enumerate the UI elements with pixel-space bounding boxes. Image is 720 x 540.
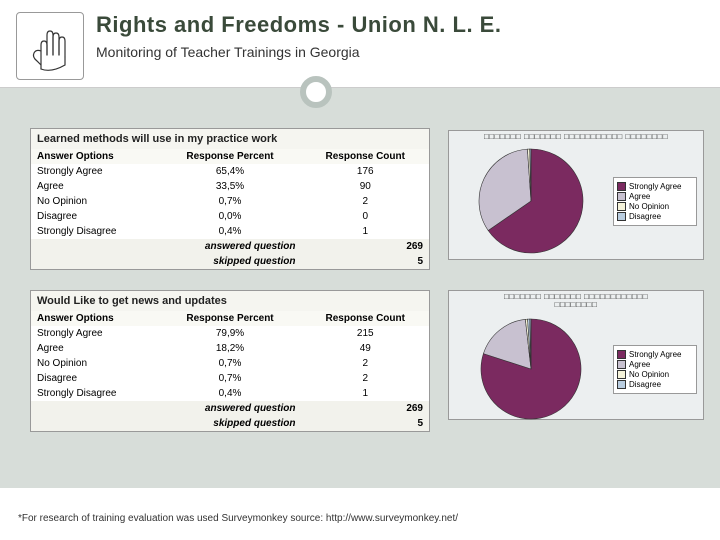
row-percent: 0,7% bbox=[159, 194, 302, 209]
row-percent: 0,7% bbox=[159, 356, 302, 371]
col-answer-options: Answer Options bbox=[31, 311, 159, 326]
legend-label: No Opinion bbox=[629, 370, 669, 379]
skipped-label: skipped question bbox=[159, 416, 302, 431]
row-count: 1 bbox=[302, 386, 430, 401]
legend-label: Strongly Agree bbox=[629, 350, 681, 359]
legend-swatch-icon bbox=[617, 202, 626, 211]
skipped-count: 5 bbox=[302, 254, 430, 269]
response-table: Answer Options Response Percent Response… bbox=[31, 311, 429, 431]
question-title: Would Like to get news and updates bbox=[31, 291, 429, 311]
answered-label: answered question bbox=[159, 239, 302, 254]
row-count: 2 bbox=[302, 356, 430, 371]
col-response-percent: Response Percent bbox=[159, 311, 302, 326]
row-percent: 79,9% bbox=[159, 326, 302, 341]
legend-item: Disagree bbox=[617, 380, 693, 389]
row-percent: 0,4% bbox=[159, 224, 302, 239]
row-label: No Opinion bbox=[31, 356, 159, 371]
row-count: 0 bbox=[302, 209, 430, 224]
page-title: Rights and Freedoms - Union N. L. E. bbox=[96, 12, 720, 38]
answered-count: 269 bbox=[302, 239, 430, 254]
row-count: 176 bbox=[302, 164, 430, 179]
row-label: Strongly Agree bbox=[31, 164, 159, 179]
legend-item: Agree bbox=[617, 360, 693, 369]
legend-label: Agree bbox=[629, 360, 650, 369]
row-percent: 65,4% bbox=[159, 164, 302, 179]
header: Rights and Freedoms - Union N. L. E. Mon… bbox=[0, 0, 720, 88]
col-response-count: Response Count bbox=[302, 311, 430, 326]
col-response-count: Response Count bbox=[302, 149, 430, 164]
legend-label: Disagree bbox=[629, 212, 661, 221]
chart-legend: Strongly AgreeAgreeNo OpinionDisagree bbox=[613, 345, 697, 394]
legend-swatch-icon bbox=[617, 380, 626, 389]
legend-label: Disagree bbox=[629, 380, 661, 389]
row-label: Strongly Disagree bbox=[31, 224, 159, 239]
legend-swatch-icon bbox=[617, 212, 626, 221]
legend-swatch-icon bbox=[617, 350, 626, 359]
legend-item: Strongly Agree bbox=[617, 182, 693, 191]
col-response-percent: Response Percent bbox=[159, 149, 302, 164]
legend-swatch-icon bbox=[617, 192, 626, 201]
legend-swatch-icon bbox=[617, 182, 626, 191]
answered-count: 269 bbox=[302, 401, 430, 416]
footnote: *For research of training evaluation was… bbox=[18, 513, 458, 524]
legend-swatch-icon bbox=[617, 370, 626, 379]
row-label: Strongly Agree bbox=[31, 326, 159, 341]
row-count: 90 bbox=[302, 179, 430, 194]
col-answer-options: Answer Options bbox=[31, 149, 159, 164]
legend-item: Agree bbox=[617, 192, 693, 201]
row-percent: 33,5% bbox=[159, 179, 302, 194]
legend-item: No Opinion bbox=[617, 202, 693, 211]
row-count: 49 bbox=[302, 341, 430, 356]
chart-legend: Strongly AgreeAgreeNo OpinionDisagree bbox=[613, 177, 697, 226]
question-panel-1: Learned methods will use in my practice … bbox=[30, 128, 430, 270]
chart-title: □□□□□□□ □□□□□□□ □□□□□□□□□□□□ □□□□□□□□ bbox=[449, 291, 703, 311]
row-percent: 0,4% bbox=[159, 386, 302, 401]
row-percent: 18,2% bbox=[159, 341, 302, 356]
legend-item: No Opinion bbox=[617, 370, 693, 379]
pie-chart-1: □□□□□□□ □□□□□□□ □□□□□□□□□□□ □□□□□□□□ Str… bbox=[448, 130, 704, 260]
answered-label: answered question bbox=[159, 401, 302, 416]
question-panel-2: Would Like to get news and updates Answe… bbox=[30, 290, 430, 432]
row-label: Strongly Disagree bbox=[31, 386, 159, 401]
page-subtitle: Monitoring of Teacher Trainings in Georg… bbox=[96, 44, 720, 60]
row-label: No Opinion bbox=[31, 194, 159, 209]
row-percent: 0,7% bbox=[159, 371, 302, 386]
legend-label: Strongly Agree bbox=[629, 182, 681, 191]
divider-ring-icon bbox=[300, 76, 332, 108]
row-label: Disagree bbox=[31, 209, 159, 224]
row-count: 2 bbox=[302, 194, 430, 209]
legend-item: Strongly Agree bbox=[617, 350, 693, 359]
row-count: 1 bbox=[302, 224, 430, 239]
row-label: Agree bbox=[31, 341, 159, 356]
pie-chart-2: □□□□□□□ □□□□□□□ □□□□□□□□□□□□ □□□□□□□□ St… bbox=[448, 290, 704, 420]
pie-icon bbox=[478, 316, 584, 422]
row-label: Agree bbox=[31, 179, 159, 194]
legend-swatch-icon bbox=[617, 360, 626, 369]
question-title: Learned methods will use in my practice … bbox=[31, 129, 429, 149]
row-label: Disagree bbox=[31, 371, 159, 386]
chart-title: □□□□□□□ □□□□□□□ □□□□□□□□□□□ □□□□□□□□ bbox=[449, 131, 703, 143]
row-percent: 0,0% bbox=[159, 209, 302, 224]
row-count: 215 bbox=[302, 326, 430, 341]
legend-label: No Opinion bbox=[629, 202, 669, 211]
legend-label: Agree bbox=[629, 192, 650, 201]
row-count: 2 bbox=[302, 371, 430, 386]
skipped-count: 5 bbox=[302, 416, 430, 431]
legend-item: Disagree bbox=[617, 212, 693, 221]
skipped-label: skipped question bbox=[159, 254, 302, 269]
pie-icon bbox=[476, 146, 586, 256]
response-table: Answer Options Response Percent Response… bbox=[31, 149, 429, 269]
logo-hand-icon bbox=[16, 12, 84, 80]
